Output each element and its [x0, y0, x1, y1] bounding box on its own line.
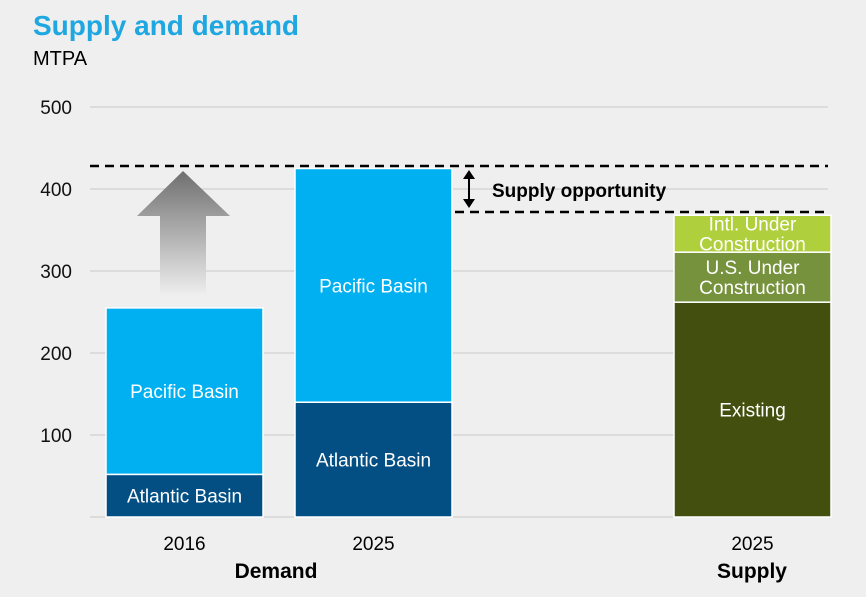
x-tick-label: 2025: [352, 534, 394, 555]
segment-label-line: Pacific Basin: [130, 382, 239, 403]
y-tick-label: 100: [40, 426, 72, 447]
x-tick-label: 2016: [163, 534, 205, 555]
arrow-down-head-icon: [463, 198, 475, 208]
chart-title: Supply and demand: [33, 10, 300, 41]
segment-label-u-s-under-construction: U.S. Under Construction: [699, 258, 806, 299]
bar-segment-pacific-basin: [105, 307, 264, 476]
segment-label-intl-under-construction: Intl. Under Construction: [699, 215, 806, 256]
segment-label-pacific-basin: Pacific Basin: [319, 276, 428, 297]
bar-segment-existing: [673, 301, 832, 518]
segment-label-line: U.S. Under: [706, 258, 801, 279]
group-label-demand: Demand: [235, 560, 318, 583]
y-tick-label: 300: [40, 262, 72, 283]
segment-label-line: Construction: [699, 278, 806, 299]
reference-lines: Supply opportunity: [90, 164, 828, 214]
supply-opportunity-label: Supply opportunity: [492, 181, 667, 202]
segment-label-existing: Existing: [719, 401, 786, 422]
y-axis-ticks: 100 200 300 400 500: [40, 98, 72, 447]
segment-label-line: Atlantic Basin: [127, 487, 242, 508]
unit-label: MTPA: [33, 48, 88, 70]
bar-segment-intl-under-construction: [673, 214, 832, 253]
bar-segment-atlantic-basin: [294, 401, 453, 518]
segment-label-line: Atlantic Basin: [316, 451, 431, 472]
arrow-up-head-icon: [463, 170, 475, 180]
group-label-supply: Supply: [717, 560, 787, 583]
y-tick-label: 400: [40, 180, 72, 201]
x-tick-label: 2025: [731, 534, 773, 555]
segment-label-atlantic-basin: Atlantic Basin: [316, 451, 431, 472]
growth-arrow-icon: [137, 171, 230, 296]
up-arrow-shape: [137, 171, 230, 296]
bar-demand-2016: Atlantic Basin Pacific Basin: [105, 307, 264, 518]
segment-label-pacific-basin: Pacific Basin: [130, 382, 239, 403]
segment-label-line: Pacific Basin: [319, 276, 428, 297]
x-axis-labels: 2016 2025 2025 Demand Supply: [163, 534, 787, 583]
y-tick-label: 500: [40, 98, 72, 119]
segment-label-atlantic-basin: Atlantic Basin: [127, 487, 242, 508]
segment-label-line: Intl. Under: [709, 215, 797, 236]
segment-label-line: Construction: [699, 235, 806, 256]
y-tick-label: 200: [40, 344, 72, 365]
segment-label-line: Existing: [719, 401, 786, 422]
bar-segment-atlantic-basin: [105, 473, 264, 518]
bar-demand-2025: Atlantic Basin Pacific Basin: [294, 167, 453, 518]
bar-segment-pacific-basin: [294, 167, 453, 403]
bar-segment-u-s-under-construction: [673, 251, 832, 303]
